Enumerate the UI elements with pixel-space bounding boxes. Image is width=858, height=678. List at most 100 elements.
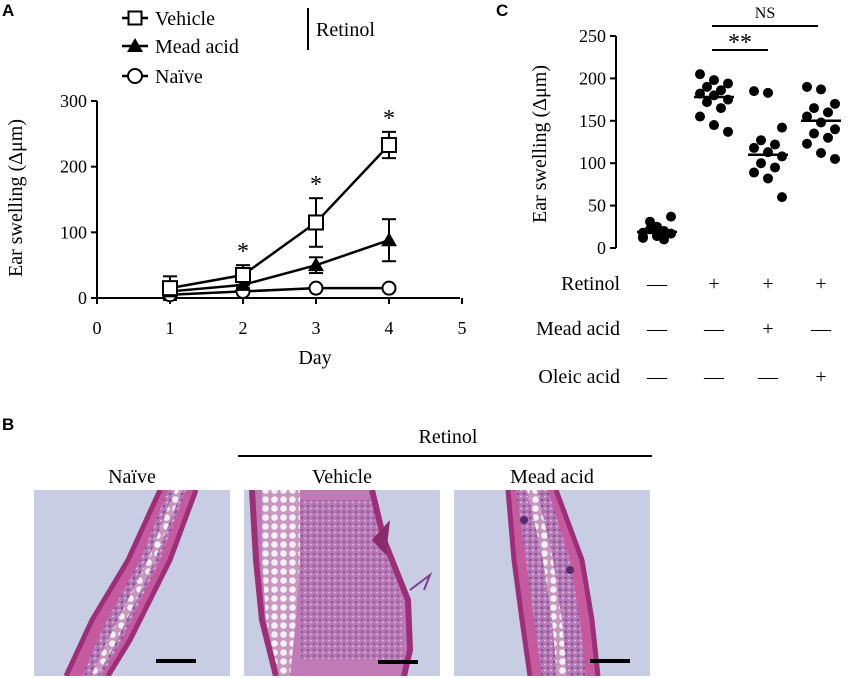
legend-label-vehicle: Vehicle — [155, 8, 215, 30]
scale-bar — [590, 659, 630, 663]
series-line — [169, 144, 390, 290]
x-tick-label: 2 — [239, 318, 248, 338]
scatter-point — [830, 98, 840, 109]
data-point-naive — [381, 280, 397, 296]
condition-cell: — — [757, 366, 779, 388]
scatter-point — [702, 97, 712, 108]
y-tick-label: 300 — [60, 91, 87, 111]
scatter-point — [777, 122, 787, 133]
scatter-point — [777, 192, 787, 203]
scatter-point — [809, 128, 819, 139]
scatter-point — [749, 167, 759, 178]
legend-label-mead-acid: Mead acid — [155, 36, 239, 58]
scatter-point — [749, 142, 759, 153]
scatter-point — [802, 138, 812, 149]
axis-ticks-a: 0 1 2 3 4 5 0 100 200 300 — [60, 91, 467, 338]
data-point-vehicle — [162, 280, 178, 297]
scatter-point — [723, 78, 733, 89]
histology-image-vehicle — [244, 490, 440, 676]
plot-area-a: * * * — [162, 106, 397, 303]
scatter-point — [756, 158, 766, 169]
y-tick-label: 200 — [60, 157, 87, 177]
y-tick-label: 150 — [579, 111, 606, 131]
histology-label-mead-acid: Mead acid — [510, 466, 594, 488]
scatter-point — [749, 86, 759, 97]
histology-group-label: Retinol — [419, 426, 478, 448]
scatter-point — [763, 173, 773, 184]
histology-label-vehicle: Vehicle — [312, 466, 372, 488]
triangle-marker-icon — [127, 38, 143, 52]
panel-b: B Retinol Naïve Vehicle Mead acid — [2, 415, 652, 676]
scatter-point — [659, 234, 669, 245]
significance-label-ns: NS — [755, 5, 775, 22]
scatter-point — [702, 81, 712, 92]
significance-double-star: ** — [712, 30, 768, 56]
histology-image-mead-acid — [454, 490, 650, 676]
condition-cell: — — [646, 366, 668, 388]
condition-cell: — — [646, 318, 668, 340]
condition-cell: — — [703, 318, 725, 340]
plot-area-c — [637, 69, 841, 245]
x-tick-label: 4 — [385, 318, 394, 338]
histology-label-naive: Naïve — [108, 466, 156, 488]
y-tick-label: 200 — [579, 68, 606, 88]
y-tick-label: 0 — [597, 238, 606, 258]
scatter-point — [770, 139, 780, 150]
data-point-mead-acid — [381, 232, 397, 247]
legend-group-label: Retinol — [316, 19, 375, 41]
data-point-vehicle — [235, 267, 251, 284]
x-tick-label: 3 — [312, 318, 321, 338]
condition-cell: + — [815, 366, 826, 388]
y-tick-label: 250 — [579, 26, 606, 46]
square-marker-icon — [127, 10, 143, 26]
condition-cell: — — [810, 318, 832, 340]
legend-entry-vehicle: Vehicle — [122, 8, 215, 30]
y-tick-label: 100 — [579, 153, 606, 173]
legend-label-naive: Naïve — [155, 66, 203, 88]
scatter-point — [809, 103, 819, 114]
x-tick-label: 5 — [458, 318, 467, 338]
scatter-point — [716, 103, 726, 114]
significance-label-double-star: ** — [728, 30, 752, 56]
panel-letter-b: B — [2, 415, 14, 434]
data-point-mead-acid — [308, 257, 324, 272]
axis-ticks-c: 0 50 100 150 200 250 — [579, 26, 616, 258]
data-point-vehicle — [308, 214, 324, 231]
condition-label-retinol: Retinol — [561, 273, 620, 295]
significance-star: * — [237, 239, 249, 265]
scatter-point — [777, 151, 787, 162]
scatter-point — [830, 153, 840, 164]
scatter-point — [823, 107, 833, 118]
series-line — [169, 239, 390, 293]
data-point-naive — [308, 280, 324, 296]
legend-a: Vehicle Mead acid Naïve Retinol — [122, 8, 375, 88]
legend-entry-mead-acid: Mead acid — [122, 36, 239, 58]
scatter-point — [695, 69, 705, 80]
significance-star: * — [383, 106, 395, 132]
condition-table: Retinol Mead acid Oleic acid — + + + — —… — [536, 273, 832, 388]
y-tick-label: 0 — [78, 288, 87, 308]
scatter-point — [666, 211, 676, 222]
histology-image-naive — [34, 490, 230, 676]
significance-ns: NS — [712, 5, 818, 27]
condition-cell: — — [703, 366, 725, 388]
scatter-point — [695, 111, 705, 122]
x-axis-label-a: Day — [298, 347, 331, 369]
y-axis-label-c: Ear swelling (Δμm) — [529, 65, 551, 223]
x-tick-label: 1 — [166, 318, 175, 338]
scatter-point — [716, 85, 726, 96]
scatter-point — [770, 162, 780, 173]
scatter-point — [823, 132, 833, 143]
scatter-point — [802, 81, 812, 92]
scatter-point — [830, 124, 840, 135]
condition-cell: + — [762, 273, 773, 295]
scatter-point — [723, 126, 733, 137]
condition-label-oleic-acid: Oleic acid — [538, 366, 620, 388]
panel-a: A Vehicle Mead acid Naïve Retinol Ear sw… — [2, 1, 467, 369]
legend-entry-naive: Naïve — [122, 66, 203, 88]
scale-bar — [378, 660, 418, 664]
significance-star: * — [310, 172, 322, 198]
scatter-point — [638, 231, 648, 242]
